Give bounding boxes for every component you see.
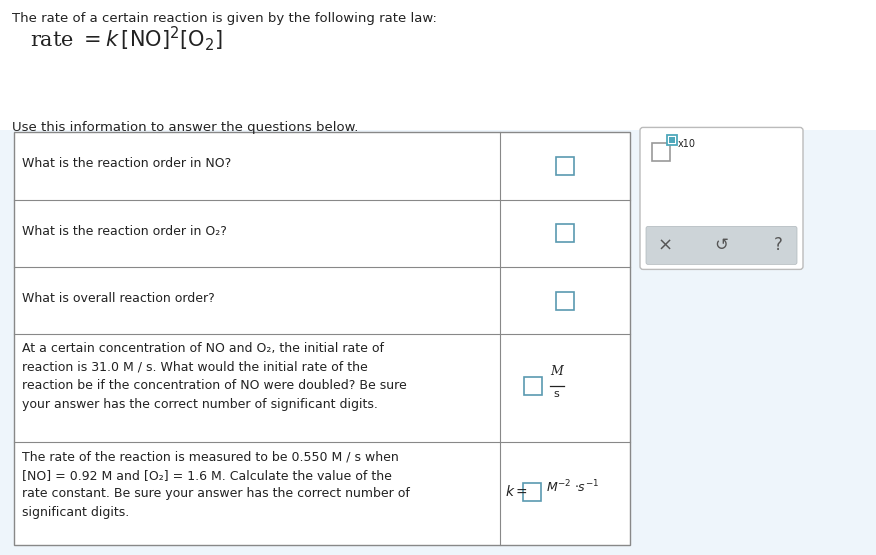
Text: The rate of the reaction is measured to be 0.550 M / s when
[NO] = 0.92 M and [O: The rate of the reaction is measured to … bbox=[22, 450, 410, 519]
Bar bbox=[0, 0, 876, 130]
Text: M: M bbox=[550, 365, 563, 379]
Bar bbox=[652, 143, 670, 162]
Text: $\cdot s^{-1}$: $\cdot s^{-1}$ bbox=[574, 478, 599, 495]
Text: What is overall reaction order?: What is overall reaction order? bbox=[22, 292, 215, 305]
Text: rate $= k\,\mathrm{[NO]}^2\mathrm{[O_2]}$: rate $= k\,\mathrm{[NO]}^2\mathrm{[O_2]}… bbox=[30, 24, 223, 53]
FancyBboxPatch shape bbox=[640, 128, 803, 269]
Text: x10: x10 bbox=[678, 139, 696, 149]
Bar bbox=[669, 138, 675, 143]
Text: Use this information to answer the questions below.: Use this information to answer the quest… bbox=[12, 121, 358, 134]
Bar bbox=[556, 157, 574, 175]
Bar bbox=[524, 377, 541, 395]
Text: $k =$: $k =$ bbox=[505, 484, 528, 499]
Text: s: s bbox=[554, 389, 560, 399]
Text: The rate of a certain reaction is given by the following rate law:: The rate of a certain reaction is given … bbox=[12, 12, 437, 25]
Text: What is the reaction order in NO?: What is the reaction order in NO? bbox=[22, 157, 231, 170]
Bar bbox=[556, 291, 574, 310]
Text: ?: ? bbox=[774, 236, 782, 254]
Text: At a certain concentration of NO and O₂, the initial rate of
reaction is 31.0 M : At a certain concentration of NO and O₂,… bbox=[22, 342, 406, 411]
Text: ↺: ↺ bbox=[714, 236, 728, 254]
Text: ×: × bbox=[657, 236, 673, 254]
Bar bbox=[523, 483, 541, 501]
Bar bbox=[14, 132, 630, 545]
Text: What is the reaction order in O₂?: What is the reaction order in O₂? bbox=[22, 225, 227, 238]
Bar bbox=[556, 224, 574, 242]
FancyBboxPatch shape bbox=[646, 226, 797, 264]
Text: $M^{-2}$: $M^{-2}$ bbox=[546, 478, 571, 495]
Bar bbox=[667, 135, 677, 145]
